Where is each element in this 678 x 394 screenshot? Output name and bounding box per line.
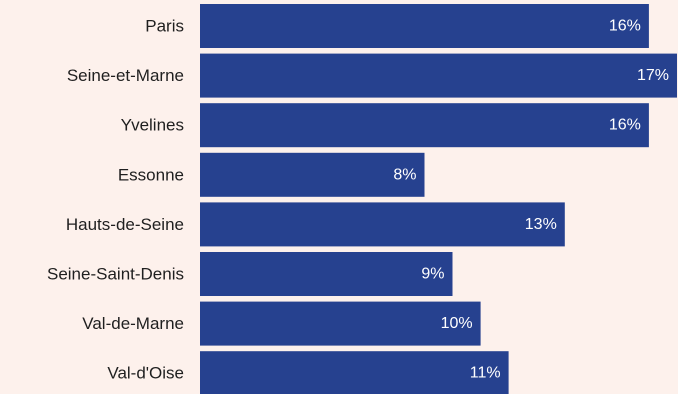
category-label-val-de-marne: Val-de-Marne bbox=[82, 314, 184, 333]
bar-essonne bbox=[200, 152, 425, 197]
bar-seine-et-marne bbox=[200, 53, 677, 98]
value-label-val-d-oise: 11% bbox=[470, 365, 501, 382]
value-label-paris: 16% bbox=[609, 18, 641, 35]
bar-seine-saint-denis bbox=[200, 252, 453, 296]
bars bbox=[200, 4, 677, 394]
category-label-yvelines: Yvelines bbox=[121, 116, 184, 135]
category-label-paris: Paris bbox=[145, 17, 184, 36]
bar-val-d-oise bbox=[200, 351, 509, 394]
bar-yvelines bbox=[200, 103, 649, 148]
value-label-hauts-de-seine: 13% bbox=[525, 216, 557, 233]
category-label-essonne: Essonne bbox=[118, 165, 184, 184]
category-label-seine-et-marne: Seine-et-Marne bbox=[67, 66, 184, 85]
value-label-yvelines: 16% bbox=[609, 117, 641, 134]
bar-paris bbox=[200, 4, 649, 48]
value-labels: 16% 17% 16% 8% 13% 9% 10% 11% bbox=[393, 18, 669, 382]
bar-val-de-marne bbox=[200, 301, 481, 346]
value-label-val-de-marne: 10% bbox=[441, 315, 473, 332]
bar-hauts-de-seine bbox=[200, 202, 565, 247]
category-label-hauts-de-seine: Hauts-de-Seine bbox=[66, 215, 184, 234]
value-label-seine-et-marne: 17% bbox=[637, 67, 669, 84]
value-label-essonne: 8% bbox=[393, 166, 416, 183]
category-label-seine-saint-denis: Seine-Saint-Denis bbox=[47, 265, 184, 284]
value-label-seine-saint-denis: 9% bbox=[421, 266, 444, 283]
category-label-val-d-oise: Val-d'Oise bbox=[107, 364, 184, 383]
category-labels: Paris Seine-et-Marne Yvelines Essonne Hauts-… bbox=[47, 17, 184, 383]
